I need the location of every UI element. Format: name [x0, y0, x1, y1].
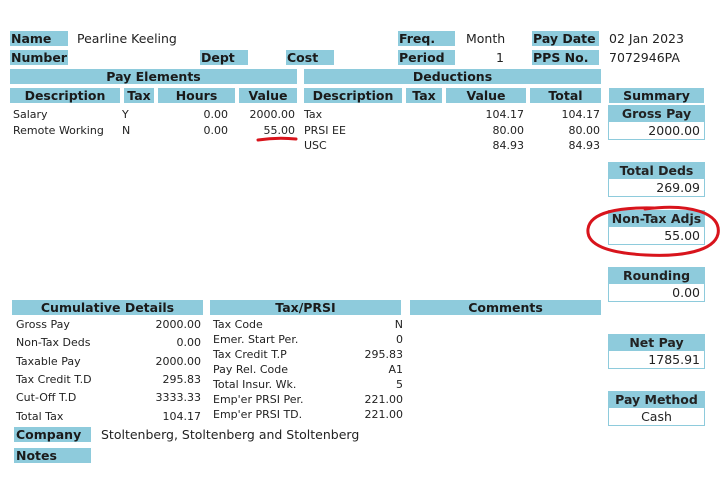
cumulative-label: Tax Credit T.D — [16, 373, 92, 386]
cumulative-value: 2000.00 — [155, 355, 202, 368]
ded-row-value: 104.17 — [485, 108, 525, 121]
tax-prsi-label: Tax Credit T.P — [213, 348, 287, 361]
tax-prsi-value: 221.00 — [364, 408, 404, 421]
tax-prsi-value: 5 — [396, 378, 403, 391]
gross-pay-box: Gross Pay 2000.00 — [608, 105, 705, 140]
net-pay-value: 1785.91 — [648, 352, 700, 367]
tax-prsi-value: 295.83 — [364, 348, 404, 361]
freq-label: Freq. — [398, 31, 455, 46]
freq-value: Month — [466, 31, 506, 46]
pay-elements-title: Pay Elements — [10, 69, 297, 84]
cumulative-value: 104.17 — [162, 410, 202, 423]
ded-row-description: PRSI EE — [304, 124, 346, 137]
tax-prsi-value: N — [394, 318, 403, 331]
pay-col-value: Value — [239, 88, 297, 103]
pay-col-hours: Hours — [158, 88, 235, 103]
cumulative-label: Non-Tax Deds — [16, 336, 91, 349]
ded-row-value: 80.00 — [492, 124, 525, 137]
tax-prsi-label: Pay Rel. Code — [213, 363, 289, 376]
paydate-label: Pay Date — [532, 31, 599, 46]
cumulative-value: 295.83 — [162, 373, 202, 386]
tax-prsi-title: Tax/PRSI — [210, 300, 401, 315]
non-tax-adjs-value: 55.00 — [664, 228, 700, 243]
rounding-value: 0.00 — [672, 285, 700, 300]
notes-label: Notes — [14, 448, 91, 463]
pay-col-description: Description — [10, 88, 120, 103]
rounding-box: Rounding 0.00 — [608, 267, 705, 302]
name-label: Name — [10, 31, 68, 46]
company-name: Stoltenberg, Stoltenberg and Stoltenberg — [101, 427, 360, 442]
tax-prsi-label: Emp'er PRSI Per. — [213, 393, 304, 406]
pay-method-value: Cash — [641, 409, 672, 424]
ded-row-description: Tax — [304, 108, 323, 121]
dept-label: Dept — [200, 50, 248, 65]
cumulative-title: Cumulative Details — [12, 300, 203, 315]
pay-col-tax: Tax — [124, 88, 154, 103]
tax-prsi-value: 0 — [396, 333, 403, 346]
total-deds-value: 269.09 — [656, 180, 700, 195]
deductions-title: Deductions — [304, 69, 601, 84]
cumulative-value: 0.00 — [176, 336, 202, 349]
underline-annotation — [256, 136, 298, 142]
paydate-value: 02 Jan 2023 — [609, 31, 684, 46]
cost-label: Cost — [286, 50, 334, 65]
comments-title: Comments — [410, 300, 601, 315]
pps-label: PPS No. — [532, 50, 599, 65]
non-tax-adjs-label: Non-Tax Adjs — [609, 211, 704, 227]
ded-col-total: Total — [530, 88, 601, 103]
period-label: Period — [398, 50, 455, 65]
ded-col-tax: Tax — [406, 88, 442, 103]
gross-pay-label: Gross Pay — [609, 106, 704, 122]
company-label: Company — [14, 427, 91, 442]
non-tax-adjs-box: Non-Tax Adjs 55.00 — [608, 210, 705, 245]
number-label: Number — [10, 50, 68, 65]
tax-prsi-label: Emer. Start Per. — [213, 333, 299, 346]
employee-name: Pearline Keeling — [77, 31, 177, 46]
ded-row-value: 84.93 — [492, 139, 525, 152]
net-pay-label: Net Pay — [609, 335, 704, 351]
tax-prsi-label: Emp'er PRSI TD. — [213, 408, 303, 421]
net-pay-box: Net Pay 1785.91 — [608, 334, 705, 369]
total-deds-label: Total Deds — [609, 163, 704, 179]
pay-row-tax: Y — [122, 108, 129, 121]
tax-prsi-value: A1 — [388, 363, 403, 376]
pay-row-hours: 0.00 — [203, 124, 229, 137]
pay-row-hours: 0.00 — [203, 108, 229, 121]
cumulative-label: Total Tax — [16, 410, 64, 423]
period-value: 1 — [496, 50, 504, 65]
gross-pay-value: 2000.00 — [648, 123, 700, 138]
cumulative-label: Gross Pay — [16, 318, 70, 331]
cumulative-label: Taxable Pay — [16, 355, 81, 368]
ded-row-total: 104.17 — [561, 108, 601, 121]
cumulative-value: 3333.33 — [155, 391, 202, 404]
pay-method-box: Pay Method Cash — [608, 391, 705, 426]
tax-prsi-value: 221.00 — [364, 393, 404, 406]
ded-col-description: Description — [304, 88, 402, 103]
ded-row-description: USC — [304, 139, 327, 152]
pps-value: 7072946PA — [609, 50, 680, 65]
pay-row-description: Remote Working — [13, 124, 104, 137]
total-deds-box: Total Deds 269.09 — [608, 162, 705, 197]
pay-row-value: 2000.00 — [249, 108, 296, 121]
pay-row-value: 55.00 — [263, 124, 296, 137]
pay-method-label: Pay Method — [609, 392, 704, 408]
ded-col-value: Value — [446, 88, 526, 103]
tax-prsi-label: Total Insur. Wk. — [213, 378, 297, 391]
pay-row-tax: N — [122, 124, 131, 137]
cumulative-value: 2000.00 — [155, 318, 202, 331]
pay-row-description: Salary — [13, 108, 48, 121]
tax-prsi-label: Tax Code — [213, 318, 263, 331]
ded-row-total: 80.00 — [568, 124, 601, 137]
rounding-label: Rounding — [609, 268, 704, 284]
summary-title: Summary — [609, 88, 704, 103]
cumulative-label: Cut-Off T.D — [16, 391, 77, 404]
ded-row-total: 84.93 — [568, 139, 601, 152]
